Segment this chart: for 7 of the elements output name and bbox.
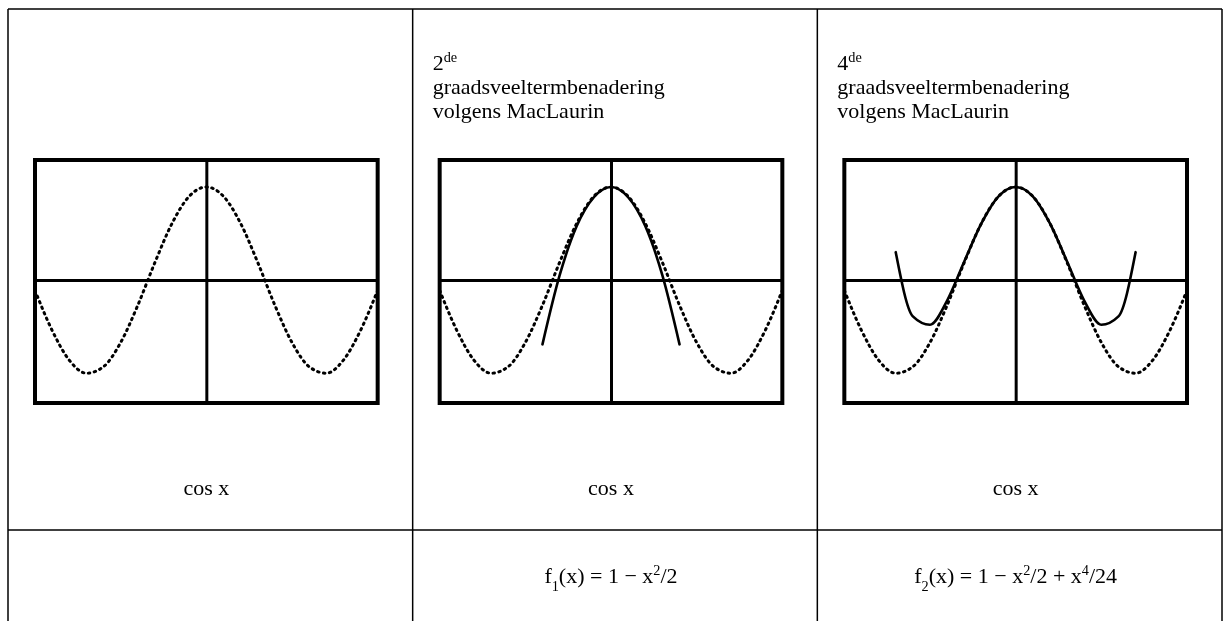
text: f$_{1}$(x) = 1 − x$^{2}$/2: [544, 562, 678, 594]
text: cos x: [183, 475, 230, 500]
chart-title: 4$^{de}$ graadsveeltermbenadering volgens MacLaurin: [837, 49, 1070, 123]
chart-title: 2$^{de}$ graadsveeltermbenadering volgens MacLaurin: [432, 49, 665, 123]
text: cos x: [588, 475, 634, 500]
text: cos x: [992, 475, 1039, 500]
text: f$_{2}$(x) = 1 − x$^{2}$/2 + x$^{4}$/24: [914, 562, 1118, 594]
